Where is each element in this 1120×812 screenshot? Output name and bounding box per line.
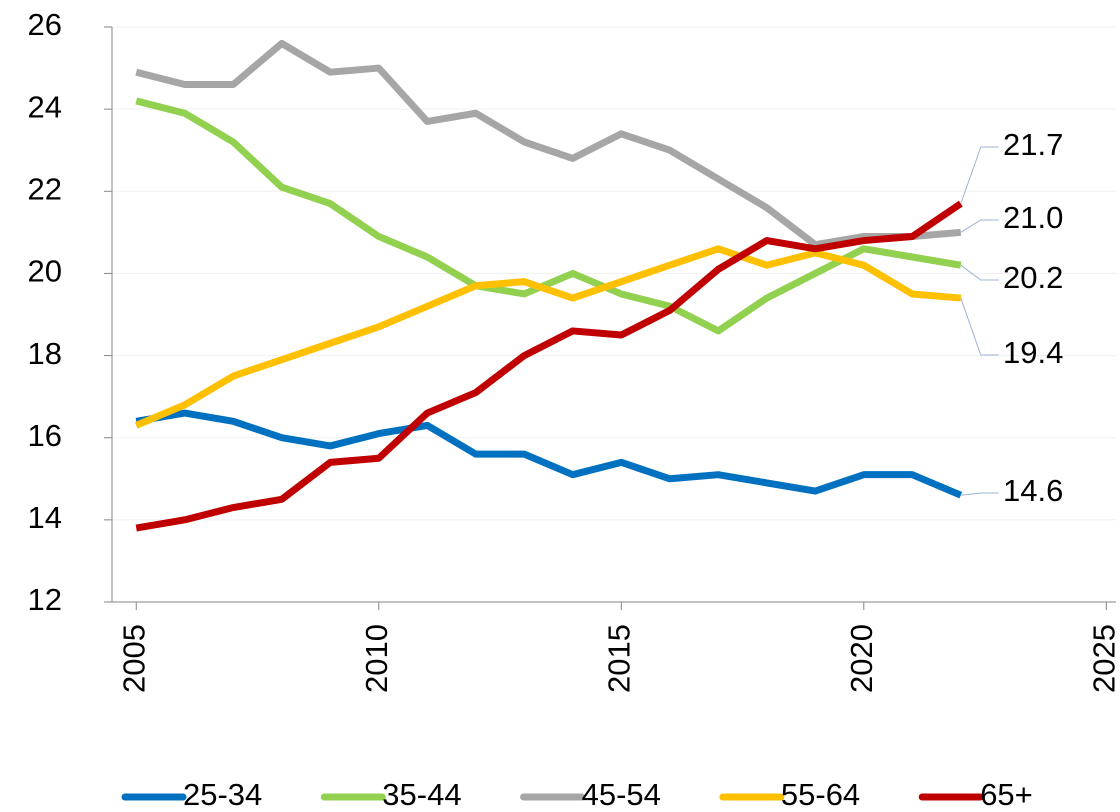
y-tick-label: 26 xyxy=(28,7,62,42)
y-tick-label: 20 xyxy=(28,254,62,289)
x-tick-label: 2005 xyxy=(116,624,151,693)
series-line xyxy=(135,39,962,249)
series-line xyxy=(135,200,963,532)
data-label: 19.4 xyxy=(1003,335,1063,370)
legend-label: 65+ xyxy=(980,777,1033,812)
data-label: 20.2 xyxy=(1003,260,1063,295)
x-tick-label: 2015 xyxy=(601,624,636,693)
data-label: 14.6 xyxy=(1003,473,1063,508)
leader-line xyxy=(960,297,999,356)
series-line xyxy=(134,245,962,429)
leader-line xyxy=(960,492,999,496)
x-tick-label: 2010 xyxy=(359,624,394,693)
legend-label: 45-54 xyxy=(582,777,661,812)
x-tick-label: 2025 xyxy=(1086,624,1120,693)
leader-line xyxy=(960,146,999,204)
data-label: 21.0 xyxy=(1003,200,1063,235)
x-tick-label: 2020 xyxy=(844,624,879,693)
y-tick-label: 16 xyxy=(28,418,62,453)
y-tick-label: 18 xyxy=(28,336,62,371)
leader-line xyxy=(960,219,999,233)
y-tick-label: 12 xyxy=(28,582,62,617)
y-tick-label: 24 xyxy=(28,89,62,124)
legend-label: 35-44 xyxy=(382,777,461,812)
y-tick-label: 14 xyxy=(28,500,62,535)
legend-label: 25-34 xyxy=(183,777,262,812)
series-line xyxy=(135,97,962,335)
legend-label: 55-64 xyxy=(781,777,860,812)
data-label: 21.7 xyxy=(1003,127,1063,162)
y-tick-label: 22 xyxy=(28,171,62,206)
leader-line xyxy=(960,264,999,281)
series-line xyxy=(135,409,963,499)
